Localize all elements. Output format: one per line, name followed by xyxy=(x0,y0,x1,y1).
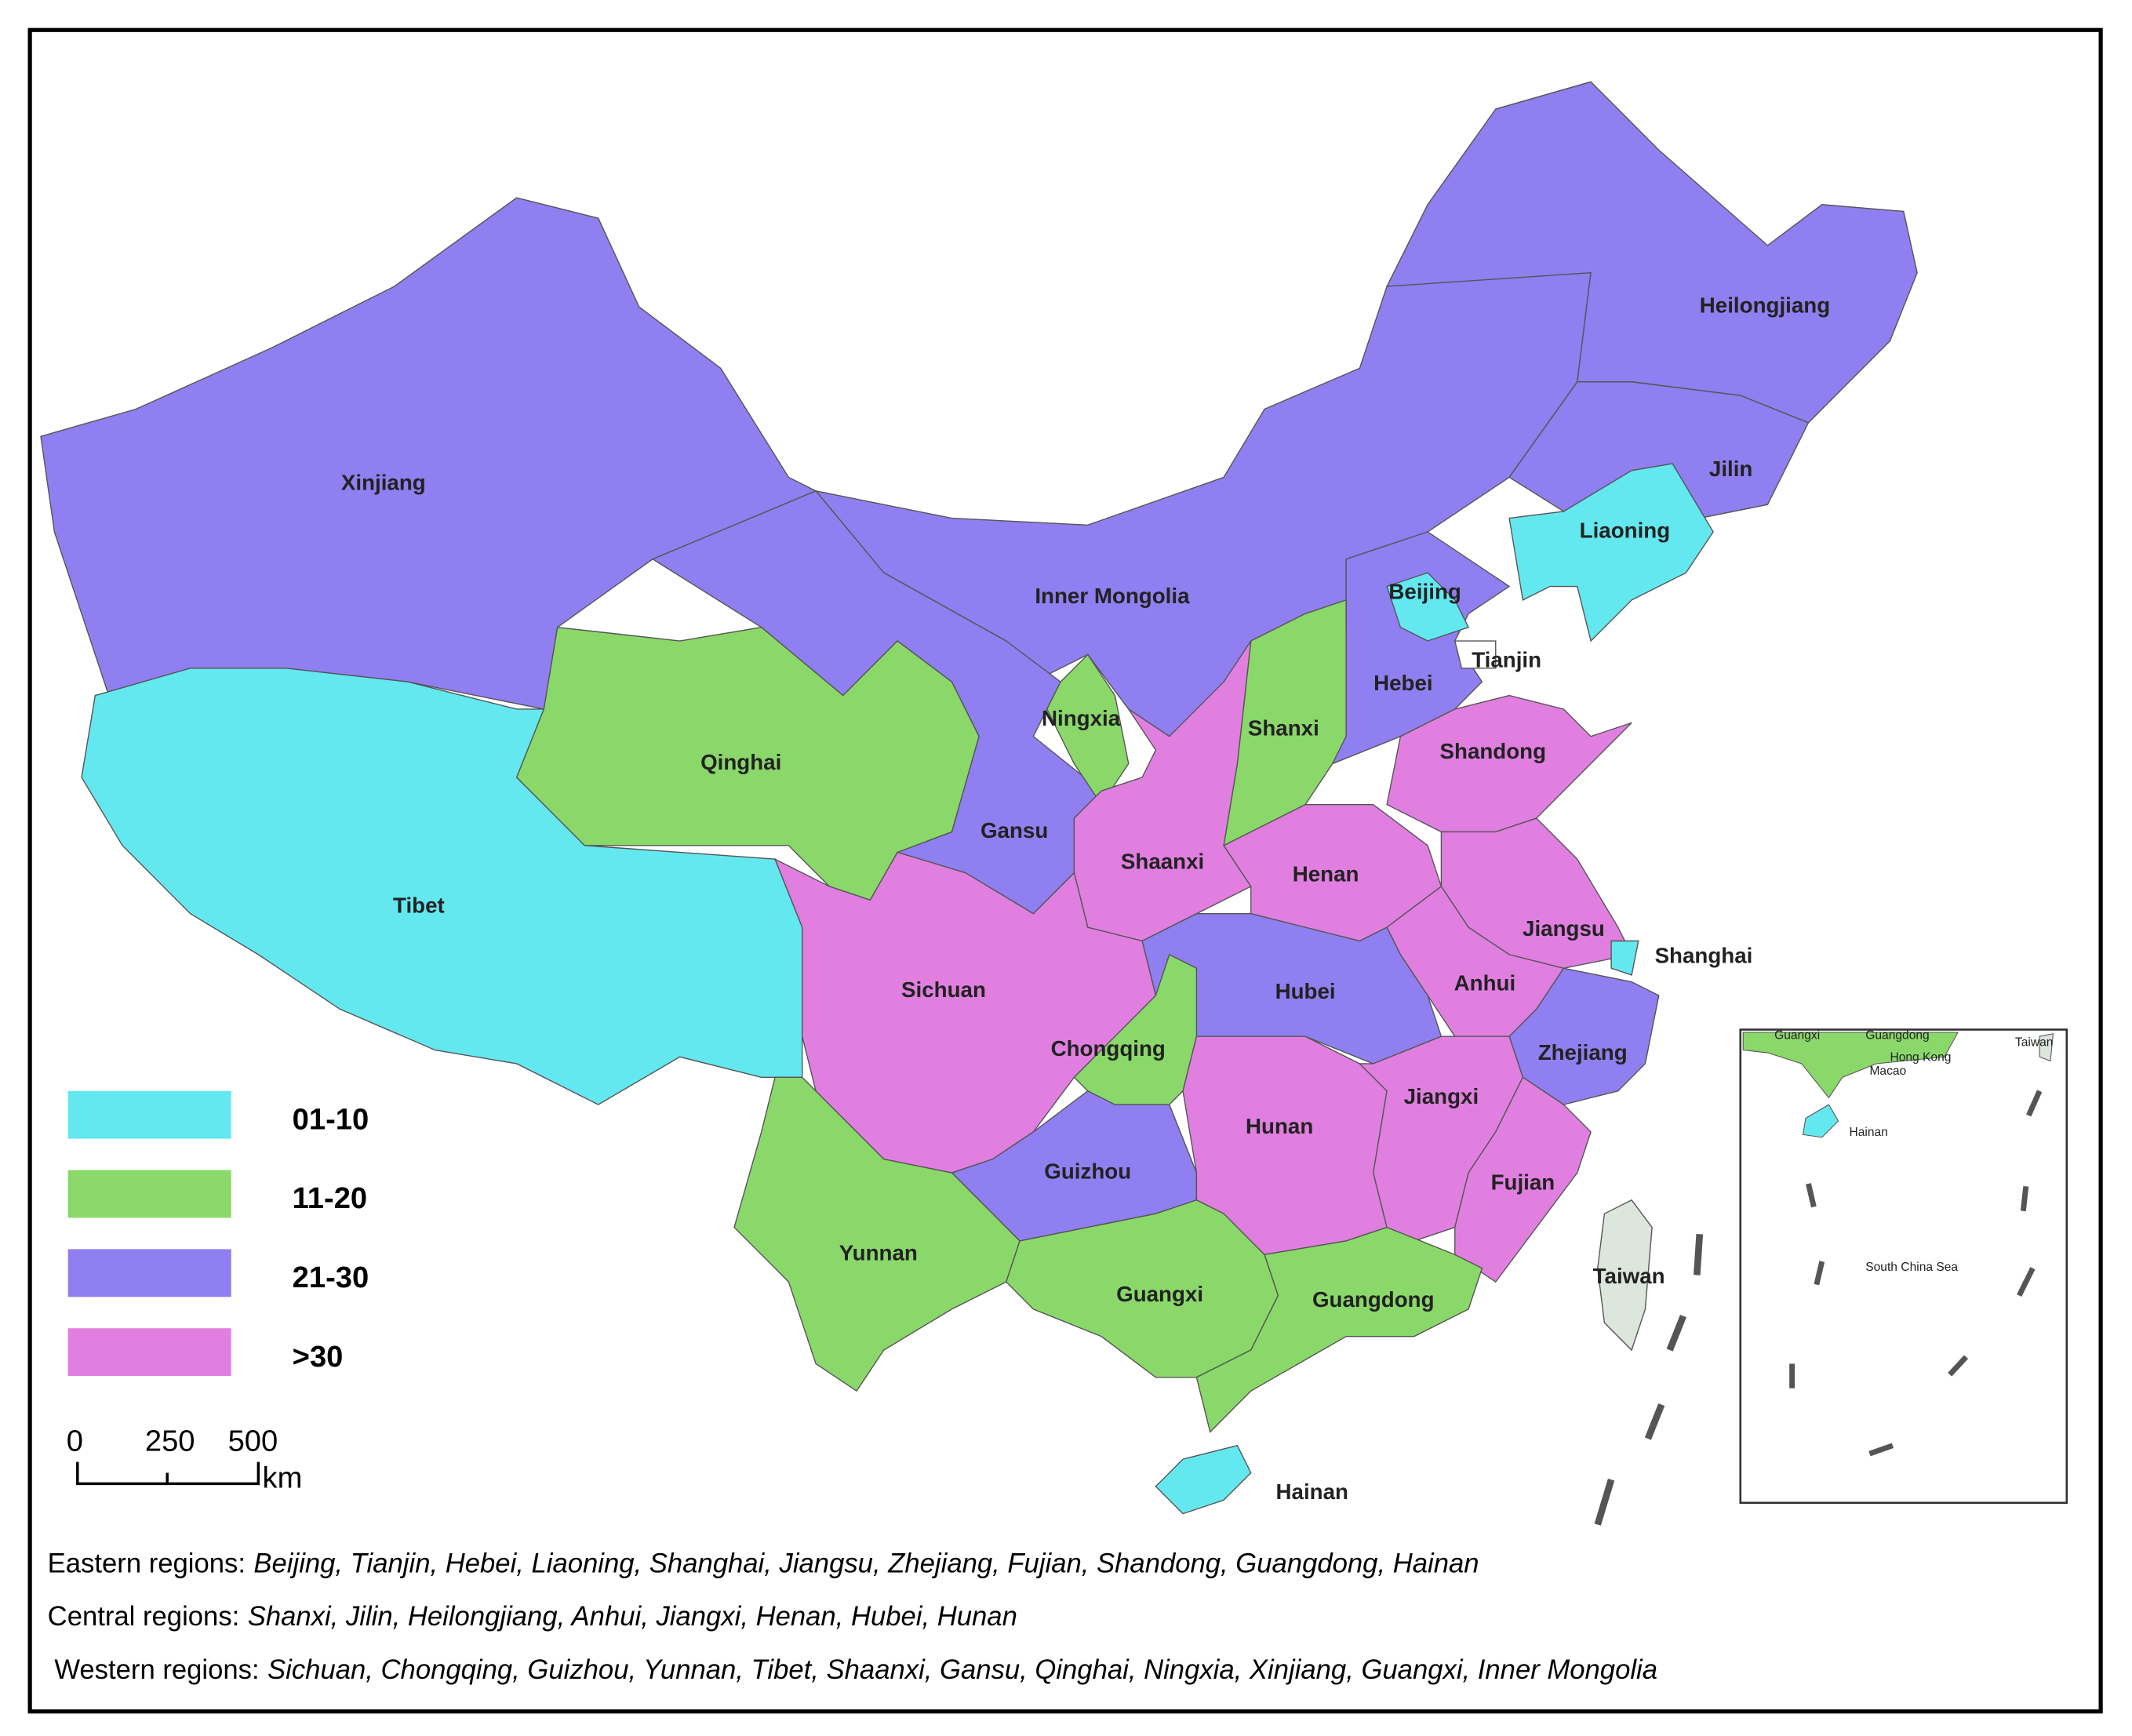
scale-tick: 500 xyxy=(228,1425,278,1458)
province xyxy=(1386,572,1470,642)
scale-line xyxy=(76,1461,260,1486)
province-label: Taiwan xyxy=(1593,1264,1665,1288)
province-label: Guangdong xyxy=(1312,1287,1435,1312)
province-label: Tibet xyxy=(393,893,445,917)
province xyxy=(1597,1199,1653,1352)
inset-label: Guangdong xyxy=(1865,1029,1929,1043)
region-provinces: Shanxi, Jilin, Heilongjiang, Anhui, Jian… xyxy=(248,1602,1017,1632)
province xyxy=(733,1076,1021,1392)
region-provinces: Beijing, Tianjin, Hebei, Liaoning, Shang… xyxy=(253,1549,1479,1578)
province-label: Yunnan xyxy=(839,1241,918,1265)
region-line: Western regions: Sichuan, Chongqing, Guiz… xyxy=(54,1655,1657,1685)
province-label: Liaoning xyxy=(1580,518,1671,542)
province-label: Tianjin xyxy=(1472,647,1541,671)
province-label: Hainan xyxy=(1276,1479,1348,1504)
inset-label: Hong Kong xyxy=(1890,1050,1951,1064)
legend: 01-10 11-20 21-30 >30 xyxy=(67,1090,369,1377)
region-notes: Eastern regions: Beijing, Tianjin, Hebei,… xyxy=(48,1549,1657,1685)
inset-label: Guangxi xyxy=(1774,1029,1820,1043)
province-label: Heilongjiang xyxy=(1700,293,1830,317)
province-label: Jiangsu xyxy=(1523,916,1605,941)
province xyxy=(1155,1444,1252,1515)
inset-label: Macao xyxy=(1869,1065,1906,1078)
province-labels: Xinjiang Tibet Inner Mongolia Gansu Qinghai H… xyxy=(341,293,1830,1503)
province-label: Shandong xyxy=(1440,739,1547,763)
province xyxy=(515,626,980,901)
province xyxy=(1610,940,1639,976)
legend-swatch xyxy=(67,1328,231,1377)
legend-label: 21-30 xyxy=(293,1261,369,1294)
province-label: Hunan xyxy=(1246,1114,1313,1138)
province-label: Shanghai xyxy=(1655,944,1753,968)
scale-tick: 0 xyxy=(67,1425,83,1458)
scale-bar: 0 250 500 km xyxy=(67,1425,303,1495)
scale-unit: km xyxy=(263,1461,303,1495)
province-label: Guizhou xyxy=(1044,1159,1131,1183)
province-label: Anhui xyxy=(1454,970,1516,995)
province-label: Qinghai xyxy=(700,750,781,774)
province-label: Sichuan xyxy=(901,977,986,1002)
region-label: Western regions: xyxy=(54,1655,259,1685)
province xyxy=(1454,1076,1592,1283)
province-label: Beijing xyxy=(1388,580,1461,604)
province-label: Xinjiang xyxy=(341,470,426,494)
province-label: Chongqing xyxy=(1051,1036,1166,1061)
province-label: Ningxia xyxy=(1042,706,1121,730)
scale-tick: 250 xyxy=(145,1425,195,1458)
province-label: Guangxi xyxy=(1116,1282,1203,1306)
region-line: Eastern regions: Beijing, Tianjin, Hebei,… xyxy=(48,1549,1479,1578)
region-label: Central regions: xyxy=(48,1602,240,1632)
province-label: Fujian xyxy=(1491,1170,1555,1194)
region-line: Central regions: Shanxi, Jilin, Heilongji… xyxy=(48,1602,1017,1632)
legend-swatch xyxy=(67,1249,231,1297)
provinces xyxy=(40,81,1918,1515)
province xyxy=(1046,653,1130,806)
province-label: Hebei xyxy=(1373,671,1433,695)
province-label: Henan xyxy=(1293,861,1359,886)
legend-label: >30 xyxy=(293,1340,344,1374)
region-provinces: Sichuan, Chongqing, Guizhou, Yunnan, Tib… xyxy=(267,1655,1657,1685)
province-label: Zhejiang xyxy=(1538,1040,1628,1065)
inset-label: Hainan xyxy=(1849,1126,1887,1139)
region-label: Eastern regions: xyxy=(48,1549,246,1578)
province-label: Shaanxi xyxy=(1121,850,1204,874)
province-label: Jilin xyxy=(1709,457,1752,481)
inset-label: Taiwan xyxy=(2015,1035,2054,1049)
legend-label: 11-20 xyxy=(293,1181,367,1215)
province xyxy=(1386,694,1632,833)
province-label: Gansu xyxy=(981,818,1048,843)
province xyxy=(1453,640,1497,669)
province-label: Jiangxi xyxy=(1404,1084,1479,1108)
legend-label: 01-10 xyxy=(293,1102,369,1136)
province xyxy=(1508,463,1714,642)
inset-label: South China Sea xyxy=(1865,1261,1958,1274)
legend-swatch xyxy=(67,1090,231,1139)
legend-swatch xyxy=(67,1170,231,1218)
province-label: Inner Mongolia xyxy=(1035,584,1190,608)
province-label: Hubei xyxy=(1275,979,1336,1003)
province xyxy=(1195,1226,1483,1433)
province-label: Shanxi xyxy=(1248,715,1319,740)
sea-boundary xyxy=(1594,1233,1704,1526)
